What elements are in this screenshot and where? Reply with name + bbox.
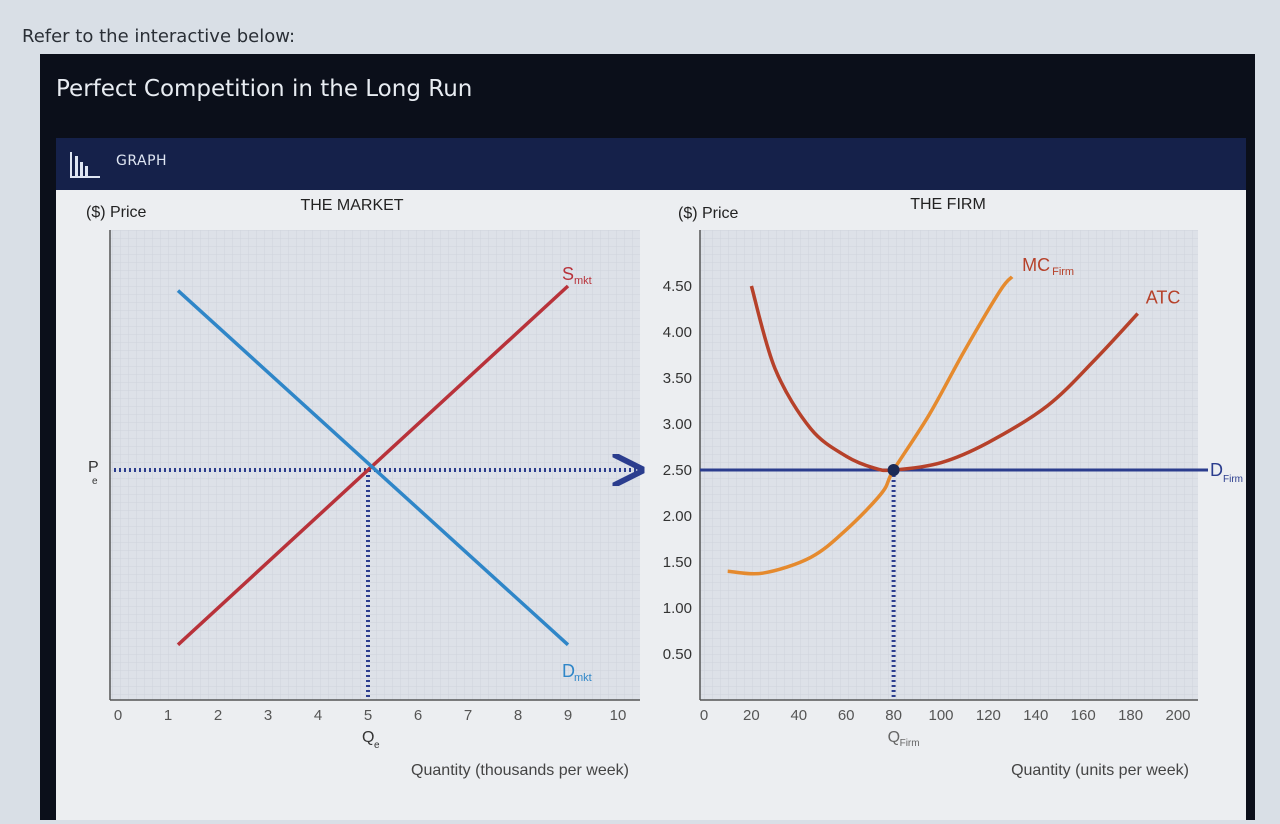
market-x-tick-label: 4 [314,707,322,724]
firm-x-tick-label: 0 [700,707,708,724]
firm-y-tick-label: 2.50 [663,462,692,479]
market-title: THE MARKET [300,197,403,214]
equilibrium-quantity-label: Q [362,729,374,746]
atc-label: ATC [1146,288,1181,308]
firm-quantity-label: Q [888,729,900,746]
firm-quantity-label-subscript: Firm [900,738,920,749]
market-x-tick-label: 2 [214,707,222,724]
firm-mc-curve[interactable] [727,275,1014,576]
supply-label: S [562,264,574,284]
d-firm-label-subscript: Firm [1223,474,1243,485]
equilibrium-price-label: P [88,459,99,476]
market-x-tick-label: 9 [564,707,572,724]
tab-graph-label: GRAPH [116,153,168,169]
firm-y-tick-label: 4.50 [663,278,692,295]
market-x-tick-label: 3 [264,707,272,724]
chart-canvas: THE MARKET ($) Price Quantity (thousands… [86,196,1243,779]
market-x-tick-label: 8 [514,707,522,724]
firm-y-tick-label: 1.50 [663,554,692,571]
equilibrium-quantity-label-subscript: e [374,740,380,751]
supply-label-subscript: mkt [574,275,592,287]
demand-label-subscript: mkt [574,672,592,684]
firm-y-tick-label: 0.50 [663,646,692,663]
firm-x-tick-label: 100 [928,707,953,724]
firm-xlabel: Quantity (units per week) [1011,762,1189,779]
firm-x-tick-label: 80 [885,707,902,724]
firm-equilibrium-point[interactable] [887,464,900,476]
equilibrium-price-label-subscript: e [92,476,98,487]
firm-x-tick-label: 40 [790,707,807,724]
firm-y-tick-label: 3.00 [663,416,692,433]
bar-chart-icon [70,152,100,178]
firm-x-tick-label: 200 [1165,707,1190,724]
firm-title: THE FIRM [910,196,986,213]
market-x-tick-label: 5 [364,707,372,724]
page-title: Perfect Competition in the Long Run [56,76,473,102]
mc-label: MC [1022,255,1050,275]
firm-x-tick-label: 20 [743,707,760,724]
market-x-tick-label: 1 [164,707,172,724]
firm-plot-area [700,230,1198,700]
firm-y-tick-label: 4.00 [663,324,692,341]
tab-graph[interactable]: GRAPH [56,138,1246,190]
d-firm-label: D [1210,460,1223,480]
market-x-tick-label: 6 [414,707,422,724]
firm-x-tick-label: 160 [1071,707,1096,724]
firm-x-tick-label: 120 [976,707,1001,724]
market-xlabel: Quantity (thousands per week) [411,762,629,779]
title-bar: Perfect Competition in the Long Run [40,54,1255,138]
firm-x-tick-label: 180 [1118,707,1143,724]
market-demand-line[interactable] [176,289,570,647]
firm-y-tick-label: 3.50 [663,370,692,387]
mc-label-subscript: Firm [1052,266,1074,278]
firm-y-tick-label: 2.00 [663,508,692,525]
graph-area: THE MARKET ($) Price Quantity (thousands… [56,190,1246,820]
market-x-tick-label: 7 [464,707,472,724]
market-x-tick-label: 10 [610,707,627,724]
firm-ylabel: ($) Price [678,205,739,222]
prompt-text: Refer to the interactive below: [22,26,296,47]
demand-label: D [562,661,575,681]
firm-x-tick-label: 60 [838,707,855,724]
market-x-tick-label: 0 [114,707,122,724]
firm-y-tick-label: 1.00 [663,600,692,617]
interactive-frame: Perfect Competition in the Long Run GRAP… [40,54,1255,820]
firm-x-tick-label: 140 [1023,707,1048,724]
market-ylabel: ($) Price [86,204,147,221]
